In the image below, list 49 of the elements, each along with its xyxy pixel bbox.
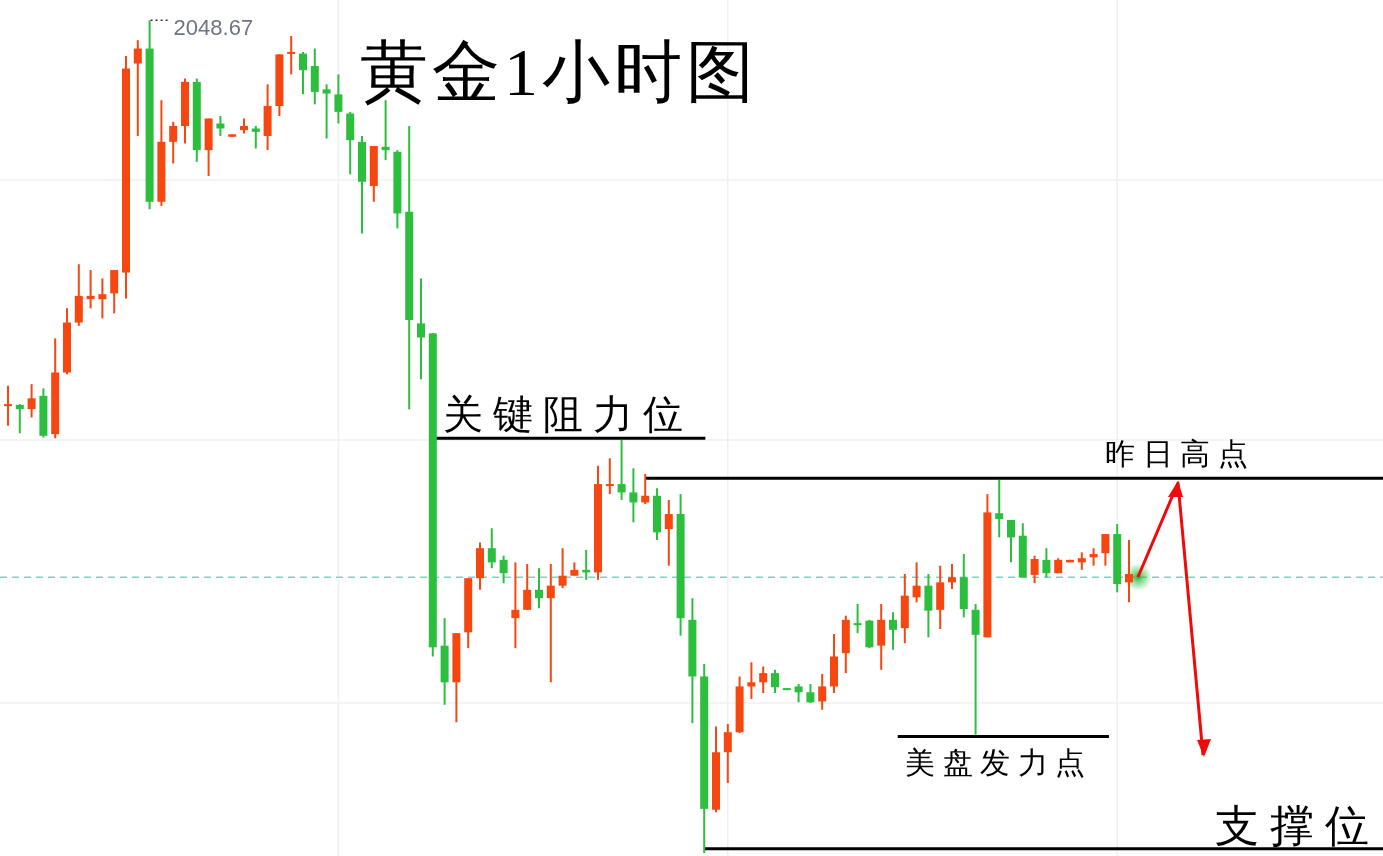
candlestick	[499, 554, 508, 585]
candlestick	[806, 682, 815, 705]
candlestick	[1101, 533, 1110, 567]
candlestick	[169, 120, 178, 165]
candlestick	[133, 39, 142, 137]
candlestick	[605, 457, 614, 496]
candlestick	[334, 73, 343, 125]
candlestick	[15, 403, 24, 435]
chart-title: 黄金1小时图	[360, 34, 758, 110]
candlestick	[853, 603, 862, 635]
candlestick	[535, 567, 543, 610]
candlestick	[1030, 554, 1039, 585]
candlestick	[723, 722, 732, 785]
candlestick	[27, 383, 36, 419]
candlestick	[794, 682, 803, 704]
candlestick	[487, 527, 496, 570]
candlestick	[818, 672, 827, 711]
candlestick	[523, 563, 532, 611]
candlestick	[251, 125, 260, 150]
candlestick	[617, 438, 626, 501]
candlestick	[641, 473, 650, 506]
candlestick	[98, 277, 107, 320]
candlestick	[287, 35, 296, 76]
annotation: 2048.67	[173, 15, 254, 41]
candlestick	[299, 50, 307, 96]
candlestick	[912, 561, 921, 604]
ref-line-label: 支撑位	[1215, 801, 1380, 851]
candlestick	[759, 665, 768, 695]
candlestick	[995, 478, 1004, 539]
candlestick	[771, 668, 779, 695]
candlestick	[629, 467, 638, 524]
candlestick	[747, 661, 756, 700]
candlestick	[216, 115, 225, 137]
ref-line-label: 昨日高点	[1105, 437, 1255, 471]
candlestick	[322, 83, 331, 140]
candlestick	[1007, 518, 1015, 564]
ref-line-label: 关键阻力位	[443, 392, 693, 438]
candlestick	[889, 611, 897, 651]
ref-line-label: 美盘发力点	[905, 746, 1093, 780]
candlestick	[417, 277, 425, 381]
candlestick	[948, 563, 956, 591]
candlestick	[558, 547, 567, 590]
candlestick	[110, 269, 119, 315]
candlestick	[1042, 547, 1051, 579]
candlestick	[1125, 538, 1133, 604]
candlestick	[546, 563, 555, 684]
candlestick	[4, 384, 12, 427]
candlestick	[511, 561, 520, 650]
candlestick	[664, 498, 673, 567]
